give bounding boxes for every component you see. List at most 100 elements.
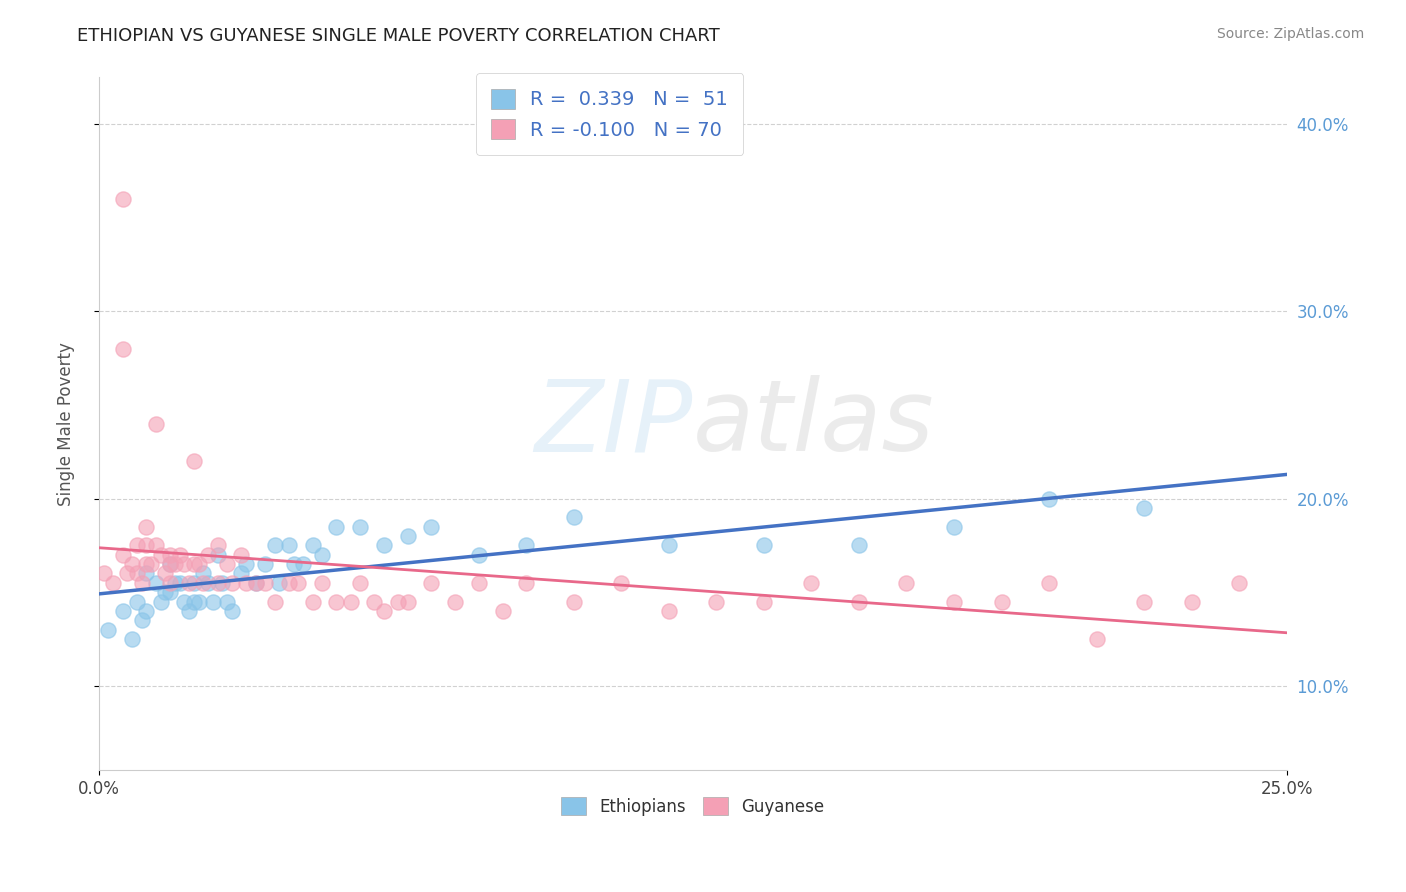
Point [943,519,966,533]
Point [197,548,219,562]
Point [111,548,134,562]
Point [1227,575,1250,590]
Point [159,575,181,590]
Point [125,566,148,581]
Point [207,575,229,590]
Text: ETHIOPIAN VS GUYANESE SINGLE MALE POVERTY CORRELATION CHART: ETHIOPIAN VS GUYANESE SINGLE MALE POVERT… [77,27,720,45]
Point [211,575,233,590]
Point [301,538,323,552]
Point [121,557,143,571]
Point [349,575,371,590]
Point [235,557,257,571]
Y-axis label: Single Male Poverty: Single Male Poverty [58,342,75,506]
Point [145,575,167,590]
Point [562,594,585,608]
Point [848,594,870,608]
Point [349,519,371,533]
Point [468,548,491,562]
Point [515,538,537,552]
Point [183,575,205,590]
Point [201,594,224,608]
Point [245,575,267,590]
Point [111,342,134,356]
Point [277,538,299,552]
Point [658,604,681,618]
Point [325,594,347,608]
Point [269,575,291,590]
Point [145,538,167,552]
Point [896,575,918,590]
Point [177,604,200,618]
Point [231,548,253,562]
Point [245,575,267,590]
Point [97,623,120,637]
Point [197,575,219,590]
Point [848,538,870,552]
Text: Source: ZipAtlas.com: Source: ZipAtlas.com [1216,27,1364,41]
Point [163,557,186,571]
Point [173,557,195,571]
Point [292,557,315,571]
Point [169,548,191,562]
Point [131,613,153,627]
Point [1038,491,1060,506]
Point [101,575,124,590]
Point [163,575,186,590]
Point [221,575,243,590]
Point [131,575,153,590]
Point [135,566,157,581]
Point [1085,632,1108,646]
Point [1180,594,1202,608]
Point [155,585,177,599]
Point [373,538,395,552]
Point [339,594,361,608]
Point [135,519,157,533]
Point [263,538,285,552]
Point [135,604,157,618]
Point [444,594,467,608]
Point [235,575,257,590]
Point [387,594,409,608]
Point [111,604,134,618]
Point [177,575,200,590]
Point [1133,500,1156,515]
Point [263,594,285,608]
Point [173,594,195,608]
Legend: Ethiopians, Guyanese: Ethiopians, Guyanese [553,789,832,824]
Point [311,548,333,562]
Text: atlas: atlas [693,376,935,472]
Point [155,566,177,581]
Point [1038,575,1060,590]
Point [373,604,395,618]
Point [193,566,215,581]
Point [1133,594,1156,608]
Point [396,594,419,608]
Point [183,454,205,468]
Point [468,575,491,590]
Point [562,510,585,524]
Point [217,557,239,571]
Point [254,557,277,571]
Point [325,519,347,533]
Point [207,548,229,562]
Point [149,548,172,562]
Point [706,594,728,608]
Point [287,575,309,590]
Point [283,557,305,571]
Point [187,594,209,608]
Point [125,594,148,608]
Point [159,585,181,599]
Point [658,538,681,552]
Point [231,566,253,581]
Point [752,594,775,608]
Point [363,594,385,608]
Point [311,575,333,590]
Point [610,575,633,590]
Point [135,538,157,552]
Point [159,548,181,562]
Point [125,538,148,552]
Point [111,192,134,206]
Point [420,519,443,533]
Point [159,557,181,571]
Point [139,557,162,571]
